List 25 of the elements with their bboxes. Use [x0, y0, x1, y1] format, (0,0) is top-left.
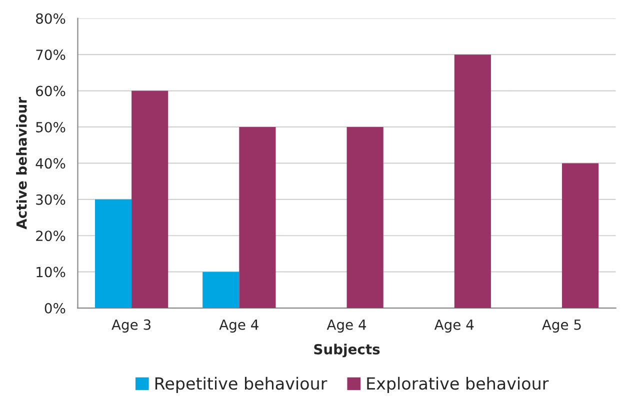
y-tick-label: 80% [36, 13, 66, 24]
x-axis-title: Subjects [314, 344, 380, 358]
y-tick-label: 40% [36, 158, 66, 169]
y-tick-label: 70% [36, 50, 66, 60]
y-axis-title: Active behaviour [16, 97, 27, 230]
x-tick-label: Age 4 [219, 320, 258, 333]
bar [132, 90, 168, 308]
bar [239, 126, 276, 308]
legend-label: Repetitive behaviour [155, 376, 328, 393]
bar [346, 126, 384, 308]
y-tick-label: 20% [36, 230, 66, 242]
y-tick-label: 10% [36, 266, 66, 278]
y-tick-label: 30% [36, 194, 66, 205]
x-tick-label: Age 5 [542, 320, 581, 333]
x-tick-label: Age 3 [112, 319, 150, 333]
y-tick-label: 60% [36, 86, 66, 96]
x-tick-label: Age 4 [326, 320, 366, 333]
bar [94, 199, 132, 308]
x-tick-label: Age 4 [434, 320, 474, 333]
y-tick-label: 50% [36, 122, 66, 132]
bar [454, 54, 491, 308]
bar [562, 163, 599, 308]
bar [202, 272, 240, 308]
legend-label: Explorative behaviour [367, 376, 549, 393]
y-tick-label: 0% [44, 303, 66, 314]
